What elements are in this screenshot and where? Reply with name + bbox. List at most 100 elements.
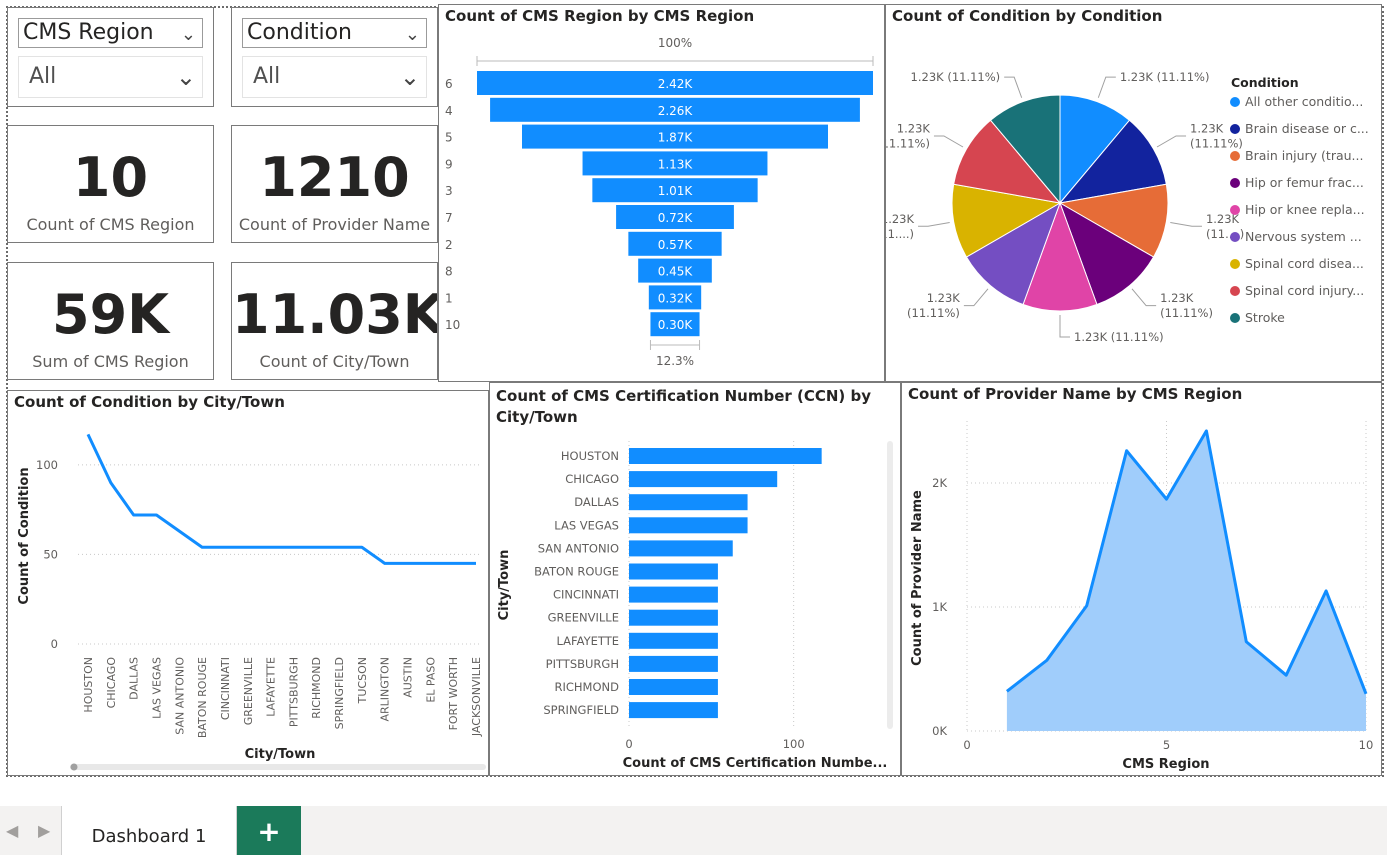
line-x-axis-title: City/Town bbox=[245, 747, 316, 762]
line-x-tick-label: CHICAGO bbox=[105, 657, 118, 709]
pie-data-label: 1.23K bbox=[886, 212, 914, 226]
scrollbar-thumb bbox=[70, 763, 78, 771]
hbar-bar bbox=[629, 448, 822, 464]
funnel-data-label: 0.45K bbox=[658, 265, 694, 279]
hbar-bar bbox=[629, 563, 718, 580]
slicer-condition-header[interactable]: Condition ⌄ bbox=[242, 18, 427, 48]
visual-title: Count of CMS Region by CMS Region bbox=[445, 7, 755, 25]
hbar-category-label: SAN ANTONIO bbox=[538, 541, 619, 555]
line-visual[interactable]: Count of Condition by City/Town 0 50 100 HO… bbox=[7, 390, 489, 776]
area-x-tick-label: 5 bbox=[1163, 738, 1170, 752]
card-label: Count of Provider Name bbox=[238, 215, 431, 234]
pie-data-label: (11....) bbox=[886, 227, 914, 241]
line-chart: 0 50 100 HOUSTON CHICAGO DALLAS LAS VEGAS SAN A… bbox=[17, 433, 486, 771]
pie-legend-marker bbox=[1230, 124, 1240, 134]
hbar-category-label: LAS VEGAS bbox=[554, 518, 619, 532]
funnel-bottom-label: 12.3% bbox=[656, 354, 694, 368]
funnel-chart: 100% 2.42K 6 2.26K 4 1.87K 5 1.13K 9 1.01K 3 0.72K 7… bbox=[445, 36, 874, 368]
hbar-x-tick-label: 0 bbox=[625, 737, 632, 751]
hbar-visual[interactable]: Count of CMS Certification Number (CCN) … bbox=[489, 382, 901, 776]
pie-data-label: 1.23K bbox=[1190, 122, 1224, 136]
slicer-cms-region-dropdown[interactable]: All ⌄ bbox=[18, 56, 203, 98]
chevron-down-icon[interactable]: ⌄ bbox=[404, 24, 420, 45]
pie-legend-item: All other conditio... bbox=[1245, 94, 1363, 109]
vertical-scrollbar bbox=[887, 441, 893, 729]
line-x-tick-label: RICHMOND bbox=[310, 657, 323, 719]
funnel-data-label: 0.72K bbox=[658, 211, 694, 225]
pie-data-label: 1.23K bbox=[1160, 291, 1194, 305]
pie-legend-item: Spinal cord disea... bbox=[1245, 256, 1364, 271]
pie-slice bbox=[965, 201, 1061, 306]
hbar-bar bbox=[629, 517, 748, 534]
line-x-tick-label: HOUSTON bbox=[82, 657, 95, 713]
chevron-right-icon[interactable]: ▶ bbox=[38, 821, 51, 840]
hbar-category-label: GREENVILLE bbox=[548, 611, 619, 625]
pie-leader-line bbox=[963, 288, 989, 307]
area-x-tick-label: 10 bbox=[1359, 738, 1374, 752]
pie-visual[interactable]: Count of Condition by Condition 1.23K (1… bbox=[885, 4, 1382, 382]
funnel-bar bbox=[490, 97, 860, 122]
funnel-data-label: 1.01K bbox=[658, 184, 694, 198]
funnel-bar bbox=[582, 151, 768, 176]
hbar-bar bbox=[629, 471, 778, 488]
card-count-provider-name[interactable]: 1210 Count of Provider Name bbox=[231, 125, 438, 243]
line-x-tick-label: SAN ANTONIO bbox=[173, 657, 186, 735]
page-tab-bar: ◀ ▶ Dashboard 1 + bbox=[0, 806, 1387, 855]
chevron-down-icon[interactable]: ⌄ bbox=[399, 63, 420, 91]
funnel-category-label: 6 bbox=[445, 77, 453, 91]
funnel-category-label: 9 bbox=[445, 157, 453, 171]
funnel-bar bbox=[628, 231, 722, 256]
hbar-x-tick-label: 100 bbox=[783, 737, 805, 751]
card-sum-cms-region[interactable]: 59K Sum of CMS Region bbox=[7, 262, 214, 380]
pie-data-label: 1.23K bbox=[927, 291, 961, 305]
area-x-tick-label: 0 bbox=[963, 738, 970, 752]
card-count-city-town[interactable]: 11.03K Count of City/Town bbox=[231, 262, 438, 380]
funnel-category-label: 7 bbox=[445, 211, 453, 225]
hbar-category-label: PITTSBURGH bbox=[546, 657, 619, 671]
hbar-category-label: CHICAGO bbox=[565, 472, 619, 486]
pie-legend-marker bbox=[1230, 259, 1240, 269]
slicer-cms-region-title: CMS Region bbox=[23, 20, 154, 45]
chevron-down-icon[interactable]: ⌄ bbox=[180, 24, 196, 45]
hbar-category-label: HOUSTON bbox=[561, 449, 619, 463]
line-x-tick-label: FORT WORTH bbox=[447, 657, 460, 730]
card-value: 11.03K bbox=[232, 283, 438, 346]
line-series bbox=[86, 433, 476, 565]
slicer-cms-region-header[interactable]: CMS Region ⌄ bbox=[18, 18, 203, 48]
pie-legend-marker bbox=[1230, 97, 1240, 107]
area-y-axis-title: Count of Provider Name bbox=[910, 490, 925, 666]
pie-legend-item: Nervous system ... bbox=[1245, 229, 1362, 244]
chevron-down-icon[interactable]: ⌄ bbox=[175, 63, 196, 91]
visual-title-line2: City/Town bbox=[496, 408, 578, 426]
funnel-category-label: 1 bbox=[445, 291, 453, 305]
pie-leader-line bbox=[1131, 288, 1157, 307]
hbar-bar bbox=[629, 702, 718, 719]
line-x-tick-label: LAFAYETTE bbox=[265, 657, 278, 717]
visual-title-line1: Count of CMS Certification Number (CCN) … bbox=[496, 387, 872, 405]
card-count-cms-region[interactable]: 10 Count of CMS Region bbox=[7, 125, 214, 243]
hbar-bar bbox=[629, 655, 718, 672]
visual-title: Count of Condition by City/Town bbox=[14, 393, 285, 411]
pie-slice bbox=[1058, 183, 1169, 258]
hbar-chart: 0 100 HOUSTON CHICAGO DALLAS LAS VEGAS SAN ANT… bbox=[497, 441, 893, 771]
area-x-axis-title: CMS Region bbox=[1122, 757, 1209, 772]
funnel-visual[interactable]: Count of CMS Region by CMS Region 100% 2.… bbox=[438, 4, 885, 382]
line-x-tick-label: PITTSBURGH bbox=[287, 657, 300, 727]
card-value: 59K bbox=[52, 283, 169, 346]
hbar-category-label: BATON ROUGE bbox=[534, 565, 619, 579]
line-y-tick-label: 100 bbox=[36, 458, 58, 472]
pie-legend-item: Hip or femur frac... bbox=[1245, 175, 1364, 190]
line-x-tick-label: JACKSONVILLE bbox=[470, 657, 483, 737]
add-page-button[interactable]: + bbox=[237, 806, 301, 855]
tab-dashboard-1[interactable]: Dashboard 1 bbox=[61, 806, 237, 855]
pie-data-label: (11.11%) bbox=[1190, 137, 1243, 151]
pie-legend-marker bbox=[1230, 286, 1240, 296]
hbar-category-label: DALLAS bbox=[574, 495, 619, 509]
funnel-data-label: 0.30K bbox=[658, 318, 694, 332]
area-visual[interactable]: Count of Provider Name by CMS Region 0K 1… bbox=[901, 382, 1382, 776]
area-y-tick-label: 2K bbox=[932, 476, 947, 490]
chevron-left-icon[interactable]: ◀ bbox=[6, 821, 19, 840]
line-y-tick-label: 50 bbox=[43, 547, 58, 561]
pie-slice bbox=[953, 119, 1062, 204]
slicer-condition-dropdown[interactable]: All ⌄ bbox=[242, 56, 427, 98]
